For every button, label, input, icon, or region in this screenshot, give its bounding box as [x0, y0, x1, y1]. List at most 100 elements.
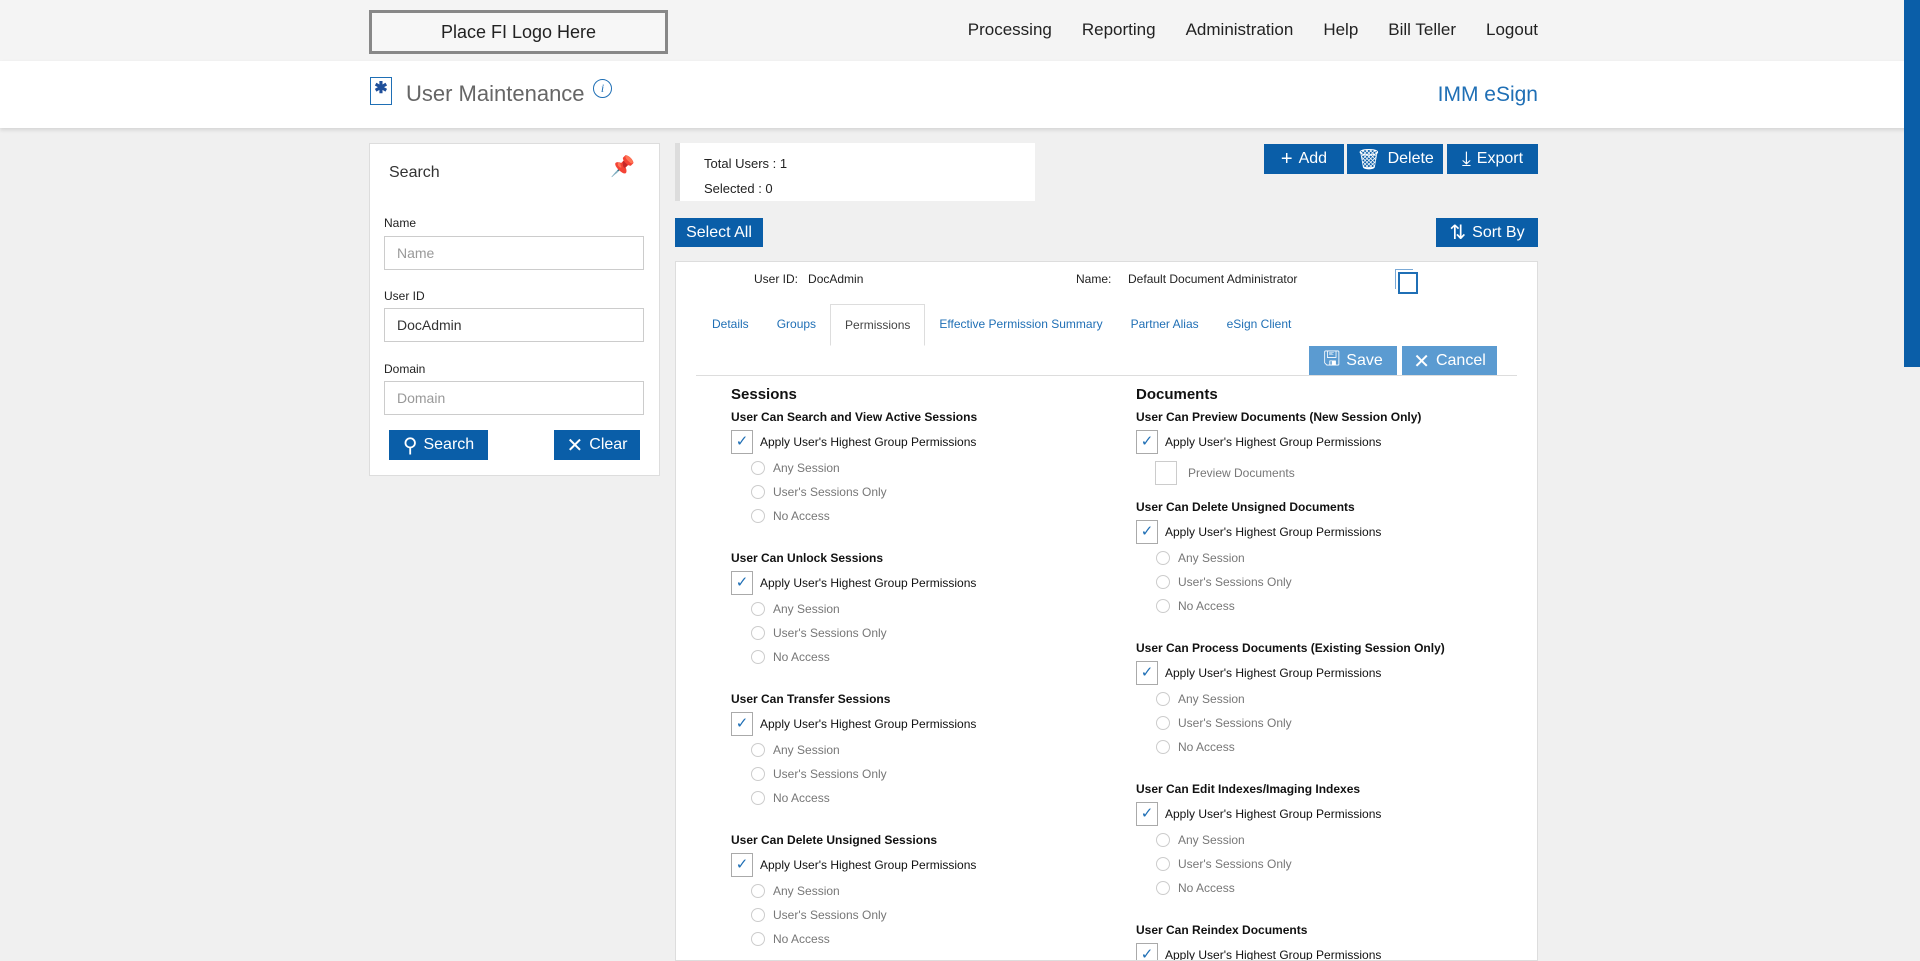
apply-checkbox[interactable]: ✓ — [731, 430, 753, 454]
radio-button[interactable] — [1156, 575, 1170, 589]
tab-details[interactable]: Details — [712, 317, 749, 331]
radio-label: No Access — [773, 650, 830, 664]
radio-option[interactable]: User's Sessions Only — [731, 903, 977, 927]
radio-option[interactable]: No Access — [731, 927, 977, 951]
radio-label: User's Sessions Only — [773, 485, 887, 499]
radio-option[interactable]: Any Session — [1136, 546, 1445, 570]
apply-checkbox[interactable]: ✓ — [1136, 661, 1158, 685]
pin-icon[interactable]: 📌 — [610, 156, 635, 178]
radio-button[interactable] — [751, 884, 765, 898]
apply-checkbox[interactable]: ✓ — [1136, 430, 1158, 454]
radio-button[interactable] — [751, 743, 765, 757]
tab-effective-permission-summary[interactable]: Effective Permission Summary — [939, 317, 1103, 331]
radio-label: No Access — [1178, 599, 1235, 613]
radio-option[interactable]: User's Sessions Only — [731, 480, 977, 504]
radio-option[interactable]: User's Sessions Only — [1136, 852, 1445, 876]
radio-option[interactable]: Any Session — [731, 879, 977, 903]
nav-processing[interactable]: Processing — [967, 20, 1052, 39]
info-icon[interactable]: i — [593, 79, 612, 98]
userid-label: User ID — [384, 289, 425, 303]
radio-button[interactable] — [751, 767, 765, 781]
radio-button[interactable] — [1156, 599, 1170, 613]
user-maintenance-icon: ✱ — [370, 77, 392, 105]
radio-button[interactable] — [751, 932, 765, 946]
apply-checkbox[interactable]: ✓ — [731, 571, 753, 595]
radio-label: User's Sessions Only — [1178, 575, 1292, 589]
radio-button[interactable] — [751, 602, 765, 616]
nav-help[interactable]: Help — [1323, 20, 1359, 39]
radio-option[interactable]: User's Sessions Only — [731, 762, 977, 786]
group-heading: User Can Delete Unsigned Documents — [1136, 500, 1355, 514]
preview-documents-checkbox[interactable] — [1155, 461, 1177, 485]
domain-input[interactable] — [384, 381, 644, 415]
tab-partner-alias[interactable]: Partner Alias — [1130, 317, 1199, 331]
nav-user[interactable]: Bill Teller — [1388, 20, 1456, 39]
user-name-info: Name: Default Document Administrator — [1076, 272, 1297, 286]
radio-option[interactable]: Any Session — [731, 597, 977, 621]
radio-option[interactable]: User's Sessions Only — [1136, 570, 1445, 594]
tab-esign-client[interactable]: eSign Client — [1226, 317, 1292, 331]
radio-option[interactable]: No Access — [1136, 735, 1445, 759]
radio-button[interactable] — [751, 485, 765, 499]
radio-option[interactable]: No Access — [731, 504, 977, 528]
cancel-button[interactable]: ✕ Cancel — [1402, 346, 1497, 376]
userid-input[interactable] — [384, 308, 644, 342]
search-panel: Search 📌 Name User ID Domain ⚲ Search ✕ Cl… — [369, 143, 660, 476]
apply-checkbox[interactable]: ✓ — [1136, 520, 1158, 544]
delete-button[interactable]: 🗑 Delete — [1347, 144, 1443, 174]
radio-button[interactable] — [751, 650, 765, 664]
apply-group-permissions: ✓ Apply User's Highest Group Permissions — [731, 569, 977, 597]
apply-checkbox[interactable]: ✓ — [731, 712, 753, 736]
radio-button[interactable] — [751, 626, 765, 640]
radio-option[interactable]: No Access — [731, 786, 977, 810]
radio-button[interactable] — [751, 461, 765, 475]
radio-option[interactable]: User's Sessions Only — [1136, 711, 1445, 735]
radio-option[interactable]: Any Session — [731, 456, 977, 480]
clear-button[interactable]: ✕ Clear — [554, 430, 640, 460]
radio-button[interactable] — [751, 791, 765, 805]
save-button[interactable]: 🖫 Save — [1309, 346, 1397, 376]
apply-checkbox[interactable]: ✓ — [1136, 802, 1158, 826]
radio-button[interactable] — [751, 509, 765, 523]
main-nav: Processing Reporting Administration Help… — [968, 20, 1538, 40]
apply-group-permissions: ✓ Apply User's Highest Group Permissions — [1136, 518, 1445, 546]
sort-by-button[interactable]: ⇅ Sort By — [1436, 218, 1538, 247]
radio-button[interactable] — [1156, 716, 1170, 730]
user-id-value: DocAdmin — [808, 272, 864, 286]
nav-logout[interactable]: Logout — [1486, 20, 1538, 39]
user-card: User ID: DocAdmin Name: Default Document… — [675, 261, 1538, 961]
tab-permissions[interactable]: Permissions — [830, 304, 926, 346]
selected-count: Selected : 0 — [704, 181, 773, 196]
cancel-label: Cancel — [1435, 352, 1486, 369]
name-input[interactable] — [384, 236, 644, 270]
search-title: Search — [389, 164, 440, 181]
radio-button[interactable] — [1156, 740, 1170, 754]
radio-button[interactable] — [1156, 833, 1170, 847]
search-button[interactable]: ⚲ Search — [389, 430, 488, 460]
radio-option[interactable]: No Access — [1136, 876, 1445, 900]
radio-option[interactable]: Any Session — [731, 738, 977, 762]
radio-button[interactable] — [751, 908, 765, 922]
select-all-button[interactable]: Select All — [675, 218, 763, 247]
radio-option[interactable]: No Access — [731, 645, 977, 669]
apply-checkbox[interactable]: ✓ — [1136, 943, 1158, 960]
tab-groups[interactable]: Groups — [776, 317, 817, 331]
radio-button[interactable] — [1156, 551, 1170, 565]
radio-button[interactable] — [1156, 692, 1170, 706]
radio-option[interactable]: No Access — [1136, 594, 1445, 618]
radio-option[interactable]: Any Session — [1136, 828, 1445, 852]
close-icon: ✕ — [1413, 350, 1430, 373]
copy-icon[interactable] — [1398, 272, 1418, 294]
add-button[interactable]: + Add — [1264, 144, 1344, 174]
radio-option[interactable]: User's Sessions Only — [731, 621, 977, 645]
radio-button[interactable] — [1156, 881, 1170, 895]
scrollbar[interactable] — [1904, 0, 1920, 367]
radio-button[interactable] — [1156, 857, 1170, 871]
export-button[interactable]: ⤓ Export — [1447, 144, 1538, 174]
nav-reporting[interactable]: Reporting — [1081, 20, 1156, 39]
apply-checkbox[interactable]: ✓ — [731, 853, 753, 877]
nav-administration[interactable]: Administration — [1185, 20, 1294, 39]
group-heading: User Can Edit Indexes/Imaging Indexes — [1136, 782, 1361, 796]
permission-group: User Can Delete Unsigned Sessions ✓ Apply … — [731, 830, 977, 960]
radio-option[interactable]: Any Session — [1136, 687, 1445, 711]
